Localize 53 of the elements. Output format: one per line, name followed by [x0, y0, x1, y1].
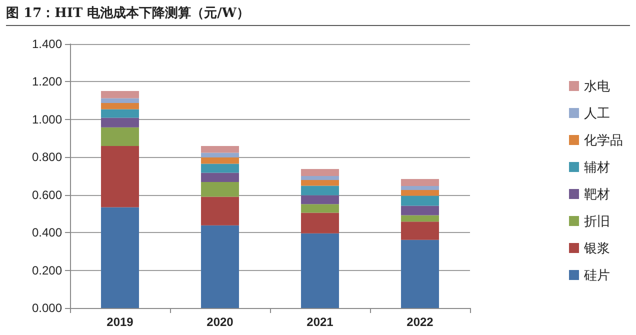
bar: [201, 172, 239, 182]
bar: [101, 207, 139, 308]
bar: [201, 196, 239, 226]
bar: [401, 190, 439, 196]
bar: [401, 240, 439, 308]
bar: [101, 109, 139, 118]
bar: [401, 186, 439, 190]
y-tick-label: 0.200: [32, 263, 62, 278]
x-tick-label: 2019: [106, 315, 134, 329]
bar: [301, 204, 339, 213]
x-tick-label: 2020: [206, 315, 234, 329]
chart-title: 图 17：HIT 电池成本下降测算（元/W）: [6, 4, 630, 26]
legend-label: 化学品: [584, 132, 623, 148]
bar: [201, 164, 239, 173]
legend-label: 靶材: [584, 186, 610, 202]
bar: [301, 233, 339, 308]
legend-label: 银浆: [583, 240, 610, 256]
bar: [101, 127, 139, 146]
y-tick-label: 1.200: [32, 74, 62, 89]
y-tick-label: 0.000: [32, 301, 62, 315]
bar: [401, 222, 439, 240]
y-tick-label: 1.000: [32, 112, 62, 126]
legend-label: 水电: [584, 78, 610, 94]
bar: [101, 103, 139, 110]
bar: [301, 176, 339, 180]
x-tick-label: 2022: [406, 315, 434, 329]
legend-label: 硅片: [583, 268, 610, 282]
legend-label: 人工: [584, 106, 610, 120]
y-tick-label: 0.400: [32, 226, 62, 240]
bar: [301, 186, 339, 196]
bar: [401, 179, 439, 186]
bar: [201, 146, 239, 153]
bar: [301, 212, 339, 234]
bar: [301, 195, 339, 204]
bar: [101, 118, 139, 128]
bar: [201, 182, 239, 197]
legend-label: 辅材: [584, 160, 610, 174]
bar: [201, 157, 239, 164]
bar: [201, 225, 239, 308]
bar: [101, 98, 139, 104]
bar: [301, 180, 339, 186]
x-tick-label: 2021: [306, 315, 334, 329]
bar: [101, 146, 139, 208]
bar: [301, 169, 339, 176]
y-tick-label: 0.800: [32, 150, 62, 164]
y-tick-label: 0.600: [32, 188, 62, 202]
bar: [101, 90, 139, 98]
bar: [401, 196, 439, 206]
bar: [401, 215, 439, 222]
bar: [201, 152, 239, 158]
legend-label: 折旧: [584, 214, 610, 228]
y-tick-label: 1.400: [32, 37, 62, 51]
bar: [401, 206, 439, 216]
